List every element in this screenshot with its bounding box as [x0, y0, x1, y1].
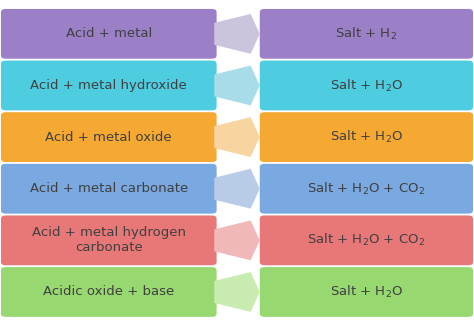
FancyBboxPatch shape — [1, 164, 217, 213]
FancyBboxPatch shape — [260, 267, 473, 317]
Polygon shape — [214, 65, 260, 105]
FancyBboxPatch shape — [1, 112, 217, 162]
FancyBboxPatch shape — [1, 9, 217, 59]
Text: Salt + H$_2$O + CO$_2$: Salt + H$_2$O + CO$_2$ — [308, 181, 425, 197]
Text: Salt + H$_2$O: Salt + H$_2$O — [330, 284, 403, 300]
Polygon shape — [214, 117, 260, 157]
FancyBboxPatch shape — [1, 61, 217, 110]
Text: Acidic oxide + base: Acidic oxide + base — [43, 285, 174, 299]
Polygon shape — [214, 169, 260, 209]
Text: Salt + H$_2$O + CO$_2$: Salt + H$_2$O + CO$_2$ — [308, 232, 425, 248]
Text: Salt + H$_2$: Salt + H$_2$ — [336, 26, 397, 42]
Polygon shape — [214, 14, 260, 54]
FancyBboxPatch shape — [1, 215, 217, 265]
Text: Acid + metal hydrogen
carbonate: Acid + metal hydrogen carbonate — [32, 226, 186, 254]
FancyBboxPatch shape — [1, 267, 217, 317]
FancyBboxPatch shape — [260, 164, 473, 213]
Text: Acid + metal hydroxide: Acid + metal hydroxide — [30, 79, 187, 92]
FancyBboxPatch shape — [260, 112, 473, 162]
Text: Salt + H$_2$O: Salt + H$_2$O — [330, 129, 403, 145]
FancyBboxPatch shape — [260, 61, 473, 110]
Polygon shape — [214, 221, 260, 260]
FancyBboxPatch shape — [260, 215, 473, 265]
Text: Acid + metal carbonate: Acid + metal carbonate — [30, 182, 188, 195]
Text: Acid + metal oxide: Acid + metal oxide — [46, 131, 172, 143]
Text: Acid + metal: Acid + metal — [66, 27, 152, 40]
Text: Salt + H$_2$O: Salt + H$_2$O — [330, 77, 403, 93]
Polygon shape — [214, 272, 260, 312]
FancyBboxPatch shape — [260, 9, 473, 59]
